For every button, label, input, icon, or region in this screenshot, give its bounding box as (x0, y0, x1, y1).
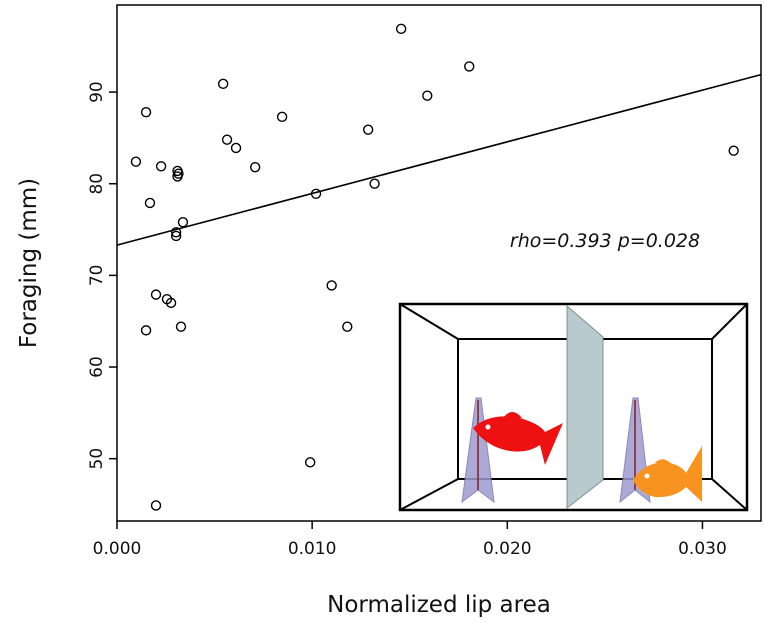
point (155, 161, 167, 172)
point (175, 321, 187, 332)
point (217, 78, 229, 90)
point (165, 297, 177, 309)
y-tick-label: 50 (87, 448, 107, 470)
point (305, 457, 316, 468)
point (170, 230, 182, 242)
x-tick-label: 0.030 (678, 539, 727, 559)
point (464, 61, 475, 72)
tank-edge (711, 478, 748, 511)
plot-frame (116, 4, 762, 522)
y-tick-label: 90 (87, 81, 107, 103)
point (342, 321, 353, 332)
tank-edge (399, 303, 459, 340)
tank-edge (711, 303, 748, 340)
x-tick-label: 0.020 (483, 539, 532, 559)
y-axis-label: Foraging (mm) (16, 178, 42, 348)
y-tick-label: 60 (87, 356, 107, 378)
point (130, 156, 142, 167)
point (140, 107, 152, 118)
point (369, 178, 380, 189)
orange-fish (633, 446, 702, 502)
x-tick-label: 0.000 (93, 539, 142, 559)
point (249, 162, 261, 173)
point (150, 289, 162, 300)
x-axis-label: Normalized lip area (327, 592, 551, 618)
inset-diagram (398, 302, 749, 512)
point (230, 142, 242, 154)
point (276, 111, 288, 123)
point (150, 500, 162, 511)
point (140, 325, 152, 336)
point (144, 197, 156, 209)
point (173, 168, 184, 179)
point (310, 188, 322, 200)
point (422, 90, 433, 101)
point (362, 124, 374, 135)
divider (566, 304, 604, 510)
y-tick-label: 80 (87, 173, 107, 195)
point (728, 145, 739, 156)
tank-edge (399, 478, 459, 511)
marks (116, 23, 762, 511)
point (221, 134, 233, 145)
point (170, 227, 182, 238)
x-tick-label: 0.010 (288, 539, 337, 559)
red-fish (473, 412, 563, 465)
trend-line (116, 73, 762, 246)
point (177, 217, 189, 228)
point (326, 280, 337, 291)
annotation: rho=0.393 p=0.028 (510, 230, 700, 252)
y-tick-label: 70 (87, 265, 107, 287)
point (395, 23, 407, 35)
